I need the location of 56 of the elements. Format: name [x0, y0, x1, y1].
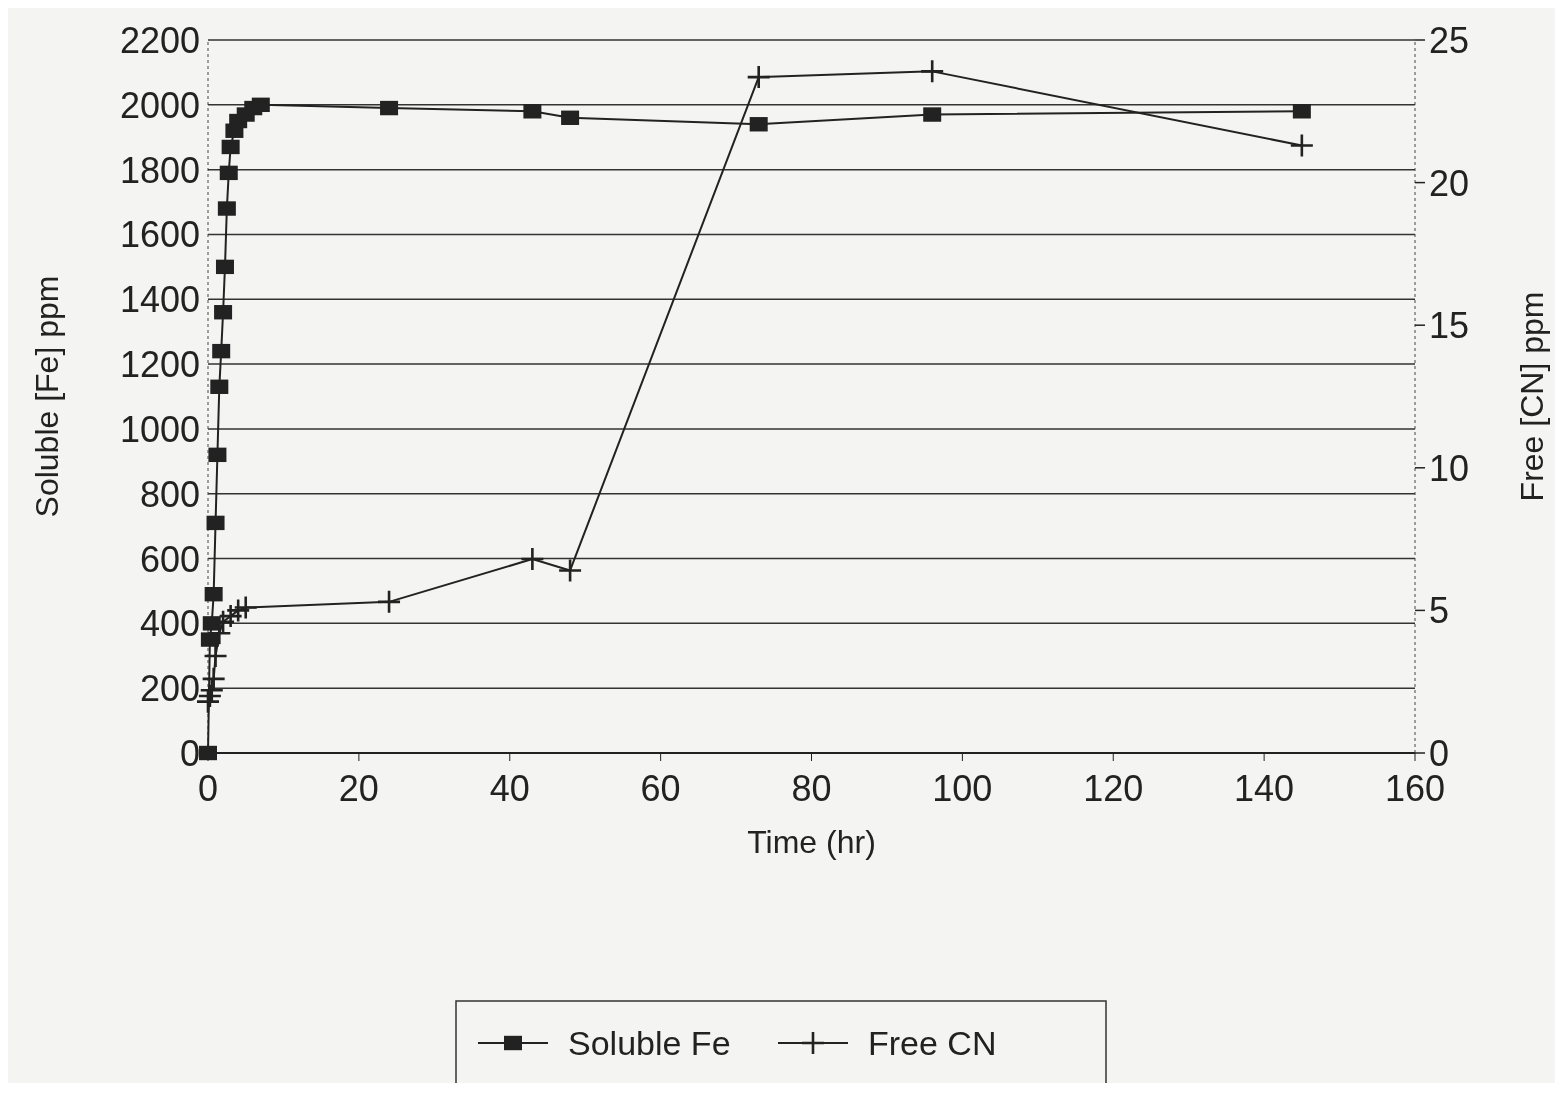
point — [217, 201, 236, 216]
y2-tick-label: 5 — [1429, 590, 1450, 632]
point — [204, 645, 227, 668]
y-tick-label: 1200 — [119, 344, 200, 386]
y2-tick-label: 20 — [1429, 162, 1470, 204]
y2-axis-title: Free [CN] ppm — [1514, 291, 1550, 502]
y-tick-label: 0 — [179, 733, 200, 774]
x-tick-label: 20 — [338, 768, 379, 809]
point — [204, 587, 223, 602]
point — [208, 447, 227, 463]
y-tick-label: 200 — [139, 668, 200, 710]
y-tick-label: 2000 — [119, 84, 200, 126]
x-axis-title: Time (hr) — [747, 824, 876, 860]
y-tick-label: 1400 — [119, 279, 200, 321]
point — [214, 305, 233, 320]
y-tick-label: 1800 — [119, 149, 200, 191]
point — [251, 97, 270, 113]
point — [921, 60, 944, 83]
point — [212, 343, 231, 359]
point — [749, 117, 768, 132]
point — [523, 104, 542, 119]
point — [221, 139, 240, 155]
x-tick-label: 80 — [791, 768, 832, 809]
point — [234, 596, 257, 619]
point — [1292, 104, 1311, 119]
y-tick-label: 1600 — [119, 214, 200, 256]
y-tick-label: 1000 — [119, 408, 200, 450]
legend-label: Free CN — [868, 1024, 997, 1062]
y2-tick-label: 25 — [1429, 20, 1470, 61]
x-tick-label: 60 — [640, 768, 681, 809]
point — [206, 515, 225, 531]
point — [559, 559, 582, 582]
point — [219, 165, 238, 181]
x-tick-label: 100 — [932, 768, 993, 809]
point — [202, 667, 225, 690]
x-tick-label: 140 — [1234, 768, 1295, 809]
point — [380, 100, 399, 116]
y-tick-label: 400 — [139, 603, 200, 645]
point — [215, 259, 234, 275]
x-tick-label: 120 — [1083, 768, 1144, 809]
point — [210, 379, 229, 394]
y-tick-label: 600 — [139, 538, 200, 580]
y2-tick-label: 10 — [1429, 447, 1470, 489]
point — [561, 110, 580, 125]
x-tick-label: 40 — [489, 768, 530, 809]
point — [199, 745, 217, 761]
point — [208, 622, 231, 645]
point — [747, 66, 770, 89]
point — [923, 107, 942, 122]
y-tick-label: 800 — [139, 473, 200, 515]
y2-tick-label: 15 — [1429, 305, 1470, 347]
point — [521, 548, 544, 571]
y-axis-title: Soluble [Fe] ppm — [29, 275, 65, 518]
point — [1290, 134, 1313, 157]
y-tick-label: 2200 — [119, 20, 200, 61]
legend-label: Soluble Fe — [568, 1024, 731, 1062]
